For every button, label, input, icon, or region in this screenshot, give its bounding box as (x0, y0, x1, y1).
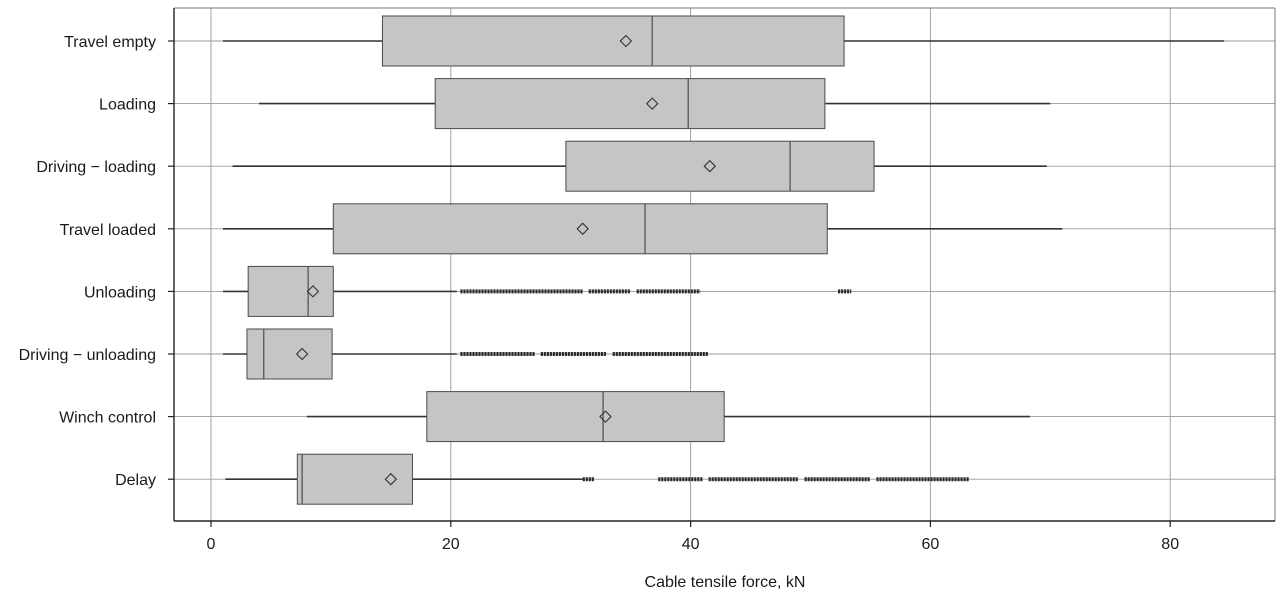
x-tick-label: 20 (442, 536, 460, 553)
mean-marker (645, 97, 659, 110)
box-group (306, 391, 1030, 443)
box-iqr (247, 265, 334, 317)
y-tick-label: Delay (115, 472, 156, 489)
box-iqr (332, 203, 828, 255)
x-tick-label: 60 (922, 536, 940, 553)
y-tick-label: Travel empty (64, 34, 156, 51)
x-tick-label: 0 (207, 536, 216, 553)
box-group (225, 453, 969, 505)
mean-marker (576, 222, 589, 236)
box-group (222, 328, 709, 380)
mean-marker (384, 472, 398, 486)
box-iqr (434, 78, 826, 130)
y-tick-label: Unloading (84, 284, 156, 301)
x-tick-label: 80 (1161, 536, 1179, 553)
box-group (232, 140, 1047, 192)
box-group (222, 15, 1225, 67)
x-tick-label: 40 (682, 536, 700, 553)
box-group (258, 78, 1051, 130)
mean-marker (295, 347, 309, 361)
box-iqr (381, 15, 845, 67)
y-tick-label: Loading (99, 97, 156, 114)
y-tick-label: Driving − unloading (19, 347, 156, 364)
box-group (222, 265, 852, 317)
box-iqr (565, 140, 875, 192)
box-iqr (246, 328, 333, 380)
box-series (222, 15, 1225, 505)
x-axis-title: Cable tensile force, kN (645, 574, 806, 591)
mean-marker (619, 34, 633, 48)
y-tick-label: Winch control (59, 410, 156, 427)
y-tick-label: Driving − loading (36, 159, 156, 176)
y-tick-label: Travel loaded (60, 222, 156, 239)
box-iqr (296, 453, 413, 505)
box-group (222, 203, 1063, 255)
mean-marker (306, 285, 320, 298)
mean-marker (599, 410, 612, 423)
box-iqr (426, 391, 725, 443)
mean-marker (703, 159, 717, 173)
axes: 0 20 40 60 80 Travel empty Loading Driving − lo… (19, 8, 1275, 553)
